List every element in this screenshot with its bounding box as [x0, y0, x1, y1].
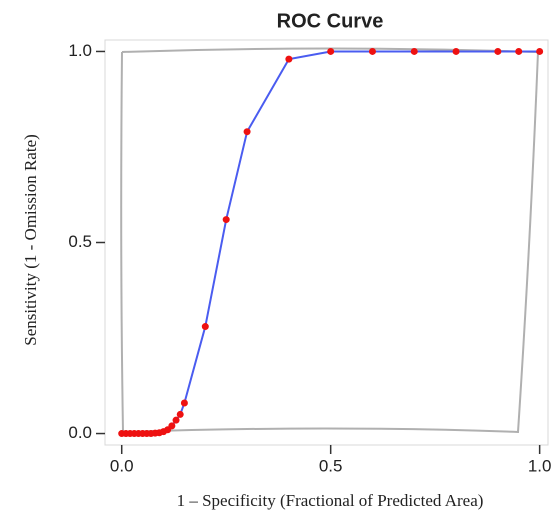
roc-point — [222, 216, 230, 224]
roc-point — [515, 47, 523, 55]
roc-point — [201, 323, 209, 331]
roc-line — [121, 50, 540, 435]
y-tick-label: 0.0 — [68, 423, 92, 442]
roc-point — [176, 410, 184, 418]
roc-point — [410, 47, 418, 55]
plot-frame — [104, 39, 549, 446]
roc-point — [168, 422, 176, 430]
x-axis-label: 1 – Specificity (Fractional of Predicted… — [177, 491, 484, 510]
y-tick-label: 0.5 — [68, 232, 92, 251]
x-tick-label: 0.0 — [110, 456, 134, 475]
roc-point — [452, 47, 460, 55]
roc-point — [285, 55, 293, 63]
reference-outline — [120, 47, 540, 434]
roc-point — [243, 128, 251, 136]
roc-point — [494, 47, 502, 55]
roc-point — [536, 47, 544, 55]
y-tick-label: 1.0 — [68, 41, 92, 60]
chart-title: ROC Curve — [277, 10, 384, 32]
roc-point — [172, 416, 180, 424]
roc-point — [180, 399, 188, 407]
x-tick-label: 0.5 — [319, 456, 343, 475]
roc-point — [368, 47, 376, 55]
roc-point — [327, 47, 335, 55]
x-tick-label: 1.0 — [528, 456, 552, 475]
y-axis-label: Sensitivity (1 - Omission Rate) — [21, 134, 40, 346]
